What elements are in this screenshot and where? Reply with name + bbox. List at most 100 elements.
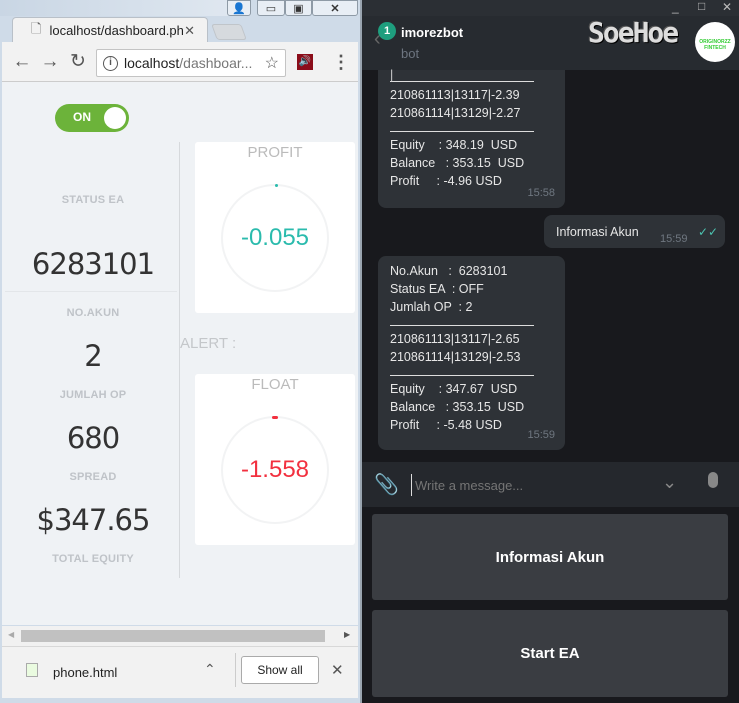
tab-dashboard[interactable]: 🗋 localhost/dashboard.php ✕ <box>12 17 208 43</box>
profit-title: PROFIT <box>247 144 303 161</box>
chat-name: imorezbot <box>401 25 464 40</box>
fintech-logo-text: ORIGINORZZ FINTECH <box>699 39 731 51</box>
profile-icon[interactable]: 👤 <box>227 0 251 16</box>
fintech-logo: ORIGINORZZ FINTECH <box>695 22 735 62</box>
minimize-icon[interactable]: _ <box>672 0 679 14</box>
message-line: No.Akun : 6283101 <box>390 264 508 278</box>
message-input[interactable] <box>411 474 651 496</box>
message-bubble: | 210861113|13117|-2.39 210861114|13129|… <box>378 68 565 208</box>
message-line: Equity : 348.19 USD <box>390 138 518 152</box>
message-line: Jumlah OP : 2 <box>390 300 473 314</box>
spread-label: SPREAD <box>69 471 117 483</box>
bookmark-star-icon[interactable]: ☆ <box>264 55 279 72</box>
divider <box>235 653 236 687</box>
chevron-up-icon[interactable]: ⌃ <box>204 661 216 677</box>
float-title: FLOAT <box>251 376 299 393</box>
message-partial-line: | <box>390 68 394 82</box>
compose-bar: 📎 ⌄ <box>362 462 739 507</box>
separator-line <box>390 316 534 326</box>
scroll-right-icon[interactable]: ▶ <box>344 630 351 639</box>
message-line: 210861114|13129|-2.53 <box>390 350 521 364</box>
alert-label: ALERT : <box>180 335 237 352</box>
profit-gauge-indicator <box>275 184 278 187</box>
message-line: Profit : -4.96 USD <box>390 174 502 188</box>
close-download-bar-icon[interactable]: ✕ <box>331 662 344 679</box>
separator-line <box>390 74 534 82</box>
dashboard: ON STATUS EA 6283101 NO.AKUN 2 JUMLAH OP… <box>2 82 358 625</box>
telegram-titlebar: _ □ ✕ <box>362 0 739 16</box>
horizontal-scrollbar[interactable]: ◀ ▶ <box>2 626 358 646</box>
page-icon: 🗋 <box>31 20 42 36</box>
message-time: 15:59 <box>660 233 688 245</box>
float-card: FLOAT -1.558 <box>195 374 355 545</box>
browser-window: 👤 ▭ ▣ ✕ 🗋 localhost/dashboard.php ✕ ← → … <box>0 0 362 703</box>
back-icon[interactable]: ← <box>12 50 32 72</box>
message-line: Balance : 353.15 USD <box>390 400 525 414</box>
account-number: 6283101 <box>31 247 155 281</box>
separator-line <box>390 122 534 132</box>
float-value: -1.558 <box>240 456 310 483</box>
close-icon[interactable]: ✕ <box>722 0 733 14</box>
open-positions-label: JUMLAH OP <box>59 389 127 401</box>
message-time: 15:59 <box>527 429 555 441</box>
toggle-label: ON <box>73 110 91 124</box>
message-line: 210861114|13129|-2.27 <box>390 106 521 120</box>
account-label: NO.AKUN <box>66 307 120 319</box>
keyboard-button-start-ea[interactable]: Start EA <box>372 610 728 697</box>
scrollbar-thumb[interactable] <box>21 630 325 642</box>
status-ea-toggle[interactable]: ON <box>55 104 129 132</box>
read-checkmarks-icon: ✓✓ <box>698 225 719 239</box>
watermark-logo: SoeHoe <box>588 16 679 49</box>
reload-icon[interactable]: ↻ <box>70 51 86 72</box>
minimize-button[interactable]: ▭ <box>257 0 285 16</box>
close-tab-icon[interactable]: ✕ <box>184 22 195 38</box>
chat-header[interactable]: ‹ 1 imorezbot bot SoeHoe ORIGINORZZ FINT… <box>362 16 739 70</box>
profit-value: -0.055 <box>240 224 310 251</box>
address-bar[interactable]: i localhost/dashboar... ☆ <box>96 49 286 77</box>
keyboard-button-informasi-akun[interactable]: Informasi Akun <box>372 514 728 600</box>
tab-title: localhost/dashboard.php <box>49 23 185 38</box>
url-path: /dashboar... <box>179 55 253 71</box>
message-line: Status EA : OFF <box>390 282 484 296</box>
background-taskbar <box>0 0 230 16</box>
url-host: localhost <box>124 55 180 71</box>
total-equity-value: $347.65 <box>36 503 151 537</box>
download-bar: phone.html ⌃ Show all ✕ <box>2 646 358 698</box>
profit-card: PROFIT -0.055 <box>195 142 355 313</box>
message-line: Equity : 347.67 USD <box>390 382 518 396</box>
forward-icon[interactable]: → <box>40 50 60 72</box>
back-icon[interactable]: ‹ <box>374 28 381 50</box>
html-file-icon <box>26 663 38 677</box>
download-filename[interactable]: phone.html <box>53 665 118 680</box>
scroll-left-icon[interactable]: ◀ <box>8 630 15 639</box>
message-text: Informasi Akun <box>556 225 639 239</box>
open-positions-value: 2 <box>84 339 102 373</box>
toggle-knob <box>104 107 126 129</box>
float-gauge: -1.558 <box>221 416 329 524</box>
show-all-button[interactable]: Show all <box>241 656 319 684</box>
message-time: 15:58 <box>527 187 555 199</box>
divider <box>5 291 177 292</box>
message-line: 210861113|13117|-2.65 <box>390 332 520 346</box>
separator-line <box>390 366 534 376</box>
maximize-button[interactable]: ▣ <box>285 0 312 16</box>
profit-gauge: -0.055 <box>221 184 329 292</box>
telegram-window: _ □ ✕ ‹ 1 imorezbot bot SoeHoe ORIGINORZ… <box>362 0 739 703</box>
status-ea-label: STATUS EA <box>61 194 125 206</box>
menu-icon[interactable]: ⋮ <box>332 52 350 72</box>
spread-value: 680 <box>66 421 120 455</box>
message-line: Balance : 353.15 USD <box>390 156 525 170</box>
message-line: 210861113|13117|-2.39 <box>390 88 520 102</box>
maximize-icon[interactable]: □ <box>698 0 706 13</box>
new-tab-button[interactable] <box>211 24 247 40</box>
info-icon[interactable]: i <box>103 55 118 71</box>
attach-icon[interactable]: 📎 <box>374 474 399 496</box>
close-window-button[interactable]: ✕ <box>312 0 358 16</box>
float-gauge-indicator <box>272 416 278 419</box>
chat-subtitle: bot <box>401 46 420 61</box>
microphone-icon[interactable] <box>708 472 718 488</box>
unread-badge: 1 <box>378 22 396 40</box>
chevron-down-icon[interactable]: ⌄ <box>662 472 678 492</box>
audio-extension-icon[interactable]: 🔊 <box>297 54 313 70</box>
outgoing-message: Informasi Akun 15:59 ✓✓ <box>544 215 725 248</box>
